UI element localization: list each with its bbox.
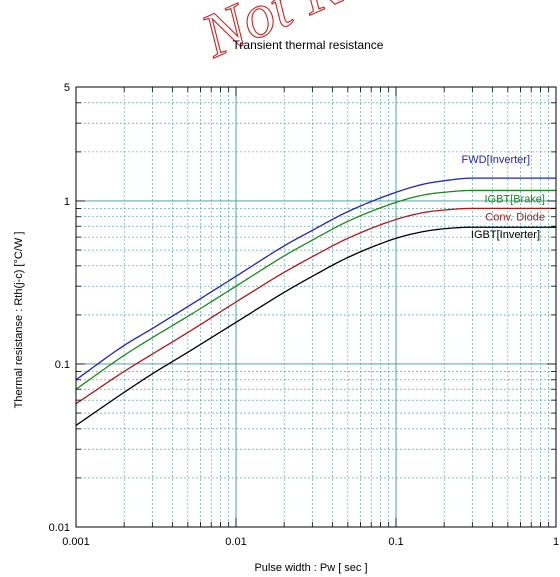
series-label: IGBT[Brake] bbox=[484, 193, 545, 205]
series-line bbox=[75, 177, 556, 381]
x-tick-label: 1 bbox=[553, 536, 559, 548]
ticks: 0.001 0.01 0.1 1 0.01 0.1 1 5 bbox=[49, 82, 559, 548]
legend-labels: FWD[Inverter] IGBT[Brake] Conv. Diode IGBT[… bbox=[462, 154, 545, 241]
y-axis-label: Thermal resistanse : Rth(j-c) [°C/W ] bbox=[13, 232, 25, 409]
watermark: Not R bbox=[191, 0, 350, 71]
x-tick-label: 0.001 bbox=[62, 536, 90, 548]
x-axis-label: Pulse width : Pw [ sec ] bbox=[254, 562, 367, 574]
y-tick-label: 1 bbox=[64, 196, 70, 208]
y-tick-label: 0.01 bbox=[49, 522, 70, 534]
series-line bbox=[75, 207, 556, 405]
series-line bbox=[75, 189, 556, 390]
plot-frame bbox=[75, 86, 557, 528]
series-label: Conv. Diode bbox=[485, 211, 545, 223]
series-line bbox=[75, 226, 556, 426]
y-tick-label: 0.1 bbox=[55, 359, 70, 371]
grid bbox=[76, 87, 556, 527]
x-tick-label: 0.1 bbox=[388, 536, 403, 548]
chart-title: Transient thermal resistance bbox=[233, 38, 384, 52]
series-label: FWD[Inverter] bbox=[462, 154, 530, 166]
series-label: IGBT[Inverter] bbox=[471, 229, 540, 241]
y-tick-label: 5 bbox=[64, 82, 70, 94]
series-group bbox=[75, 177, 556, 426]
x-tick-label: 0.01 bbox=[225, 536, 246, 548]
